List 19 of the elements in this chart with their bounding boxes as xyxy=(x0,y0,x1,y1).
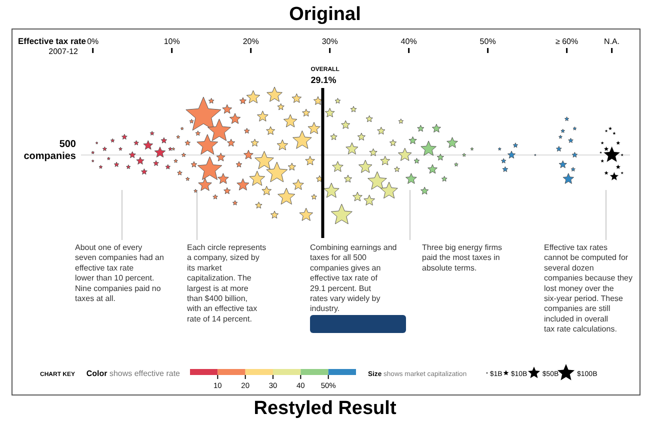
x-tick-label: N.A. xyxy=(604,37,620,46)
x-tick-label: 0% xyxy=(87,37,99,46)
x-tick-label: 30% xyxy=(322,37,338,46)
y-axis-title: 500 companies xyxy=(24,139,76,162)
text: Effective tax rates cannot be computed for several dozen companies because they lost money over the six-year period. These companies are still included in overall tax rate calculations. xyxy=(544,243,632,334)
text: Restyled Result xyxy=(254,398,397,419)
text: Combining earnings and taxes for all 500 companies gives an effective tax rate of 29.1 percent. But rates vary widely by industry. xyxy=(310,243,397,314)
text: Each circle represents a company, sized by its market capitalization. The largest is at more than $400 billion, with an effective tax rate of 14 percent. xyxy=(186,243,266,324)
color-bar-title: Color shows effective rate xyxy=(86,369,181,378)
text: Three big energy firms paid the most taxes in absolute terms. xyxy=(422,243,502,272)
x-tick-label: 50% xyxy=(480,37,496,46)
x-tick-label: 10% xyxy=(164,37,180,46)
x-tick-label: ≥ 60% xyxy=(555,37,578,46)
chart-title: Original xyxy=(289,4,361,25)
x-tick-label: 20% xyxy=(242,37,259,46)
x-tick-label: 40% xyxy=(400,37,417,46)
x-axis-title: Effective tax rate xyxy=(18,36,86,46)
chart-subtitle: 2007-12 xyxy=(48,47,79,56)
text: About one of every seven companies had an effective tax rate lower than 10 percent. Nine companies paid no taxes at all. xyxy=(75,243,164,303)
